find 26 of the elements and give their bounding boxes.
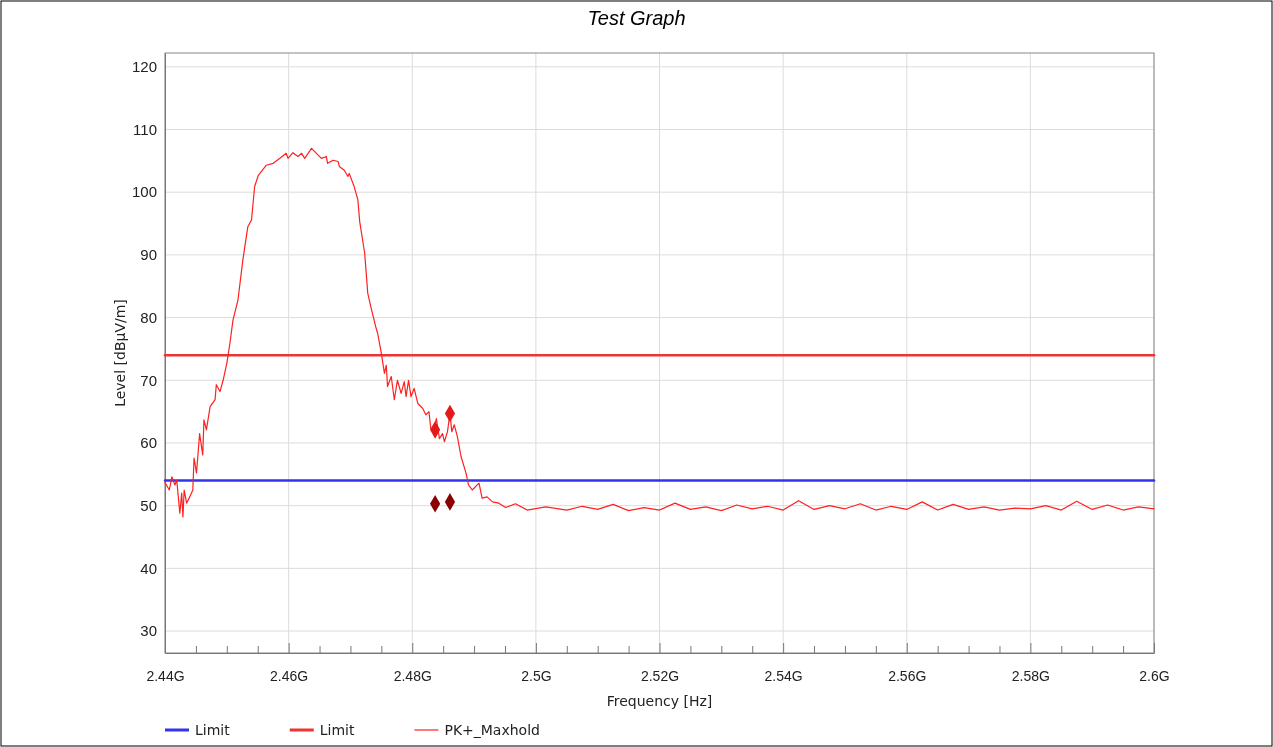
y-tick-label: 80 — [140, 308, 157, 326]
legend-label: PK+_Maxhold — [444, 722, 540, 738]
y-tick-label: 40 — [140, 559, 157, 577]
x-tick-label: 2.54G — [764, 667, 803, 684]
legend-label: Limit — [195, 722, 231, 738]
y-axis-title: Level [dBµV/m] — [112, 299, 128, 407]
y-tick-label: 90 — [140, 246, 157, 264]
y-tick-label: 30 — [140, 622, 157, 640]
y-tick-label: 100 — [131, 183, 157, 201]
y-tick-label: 120 — [131, 58, 157, 76]
x-axis-title: Frequency [Hz] — [606, 693, 713, 709]
y-tick-label: 50 — [140, 496, 157, 514]
x-tick-label: 2.52G — [640, 667, 680, 684]
x-tick-label: 2.6G — [1139, 667, 1170, 684]
x-tick-label: 2.48G — [393, 667, 432, 684]
y-tick-label: 60 — [140, 434, 157, 452]
legend-label: Limit — [319, 722, 355, 738]
x-tick-label: 2.56G — [888, 667, 927, 684]
x-tick-label: 2.44G — [146, 667, 185, 684]
chart-title: Test Graph — [587, 7, 686, 29]
line-series — [164, 147, 1155, 518]
y-tick-label: 110 — [133, 120, 157, 138]
x-tick-label: 2.58G — [1011, 667, 1050, 684]
x-tick-label: 2.5G — [521, 667, 552, 684]
y-tick-label: 70 — [140, 371, 157, 389]
x-tick-label: 2.46G — [270, 667, 309, 684]
